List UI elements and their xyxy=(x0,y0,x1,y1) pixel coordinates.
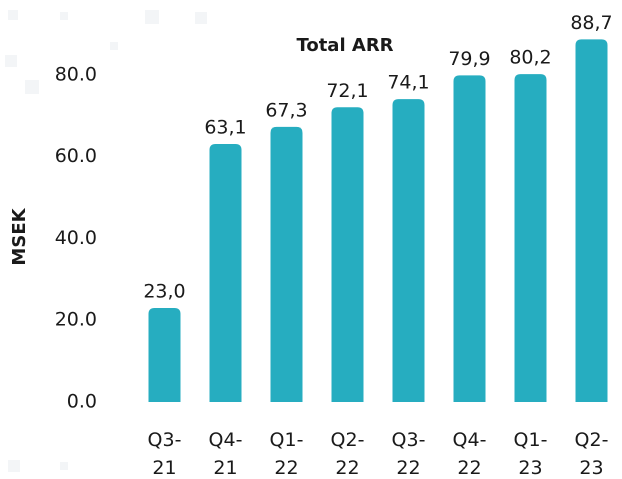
x-tick-label: Q2-22 xyxy=(330,429,365,479)
y-axis-label: MSEK xyxy=(9,207,30,265)
bar xyxy=(392,99,425,402)
value-label: 79,9 xyxy=(448,48,490,70)
bar xyxy=(270,126,303,403)
value-label: 74,1 xyxy=(387,72,429,94)
bar xyxy=(575,39,608,402)
x-tick-label: Q3-22 xyxy=(391,429,426,479)
y-tick-label: 80.0 xyxy=(55,63,97,85)
y-tick-label: 20.0 xyxy=(55,309,97,331)
x-tick-label: Q3-21 xyxy=(147,429,182,479)
y-tick-label: 0.0 xyxy=(67,391,97,413)
x-tick-label: Q4-22 xyxy=(452,429,487,479)
y-tick-label: 60.0 xyxy=(55,145,97,167)
value-label: 80,2 xyxy=(509,47,551,69)
x-tick-label: Q2-23 xyxy=(574,429,609,479)
x-tick-label: Q1-23 xyxy=(513,429,548,479)
bar xyxy=(514,74,547,403)
y-tick-label: 40.0 xyxy=(55,227,97,249)
value-label: 63,1 xyxy=(204,117,246,139)
value-label: 67,3 xyxy=(265,99,307,121)
bar xyxy=(331,107,364,402)
chart-title: Total ARR xyxy=(296,35,393,56)
background-pattern xyxy=(5,10,207,472)
value-label: 88,7 xyxy=(570,12,612,34)
bar xyxy=(148,307,181,402)
x-tick-label: Q4-21 xyxy=(208,429,243,479)
value-label: 23,0 xyxy=(143,280,185,302)
bar xyxy=(209,144,242,402)
value-label: 72,1 xyxy=(326,80,368,102)
bar xyxy=(453,75,486,402)
x-tick-label: Q1-22 xyxy=(269,429,304,479)
